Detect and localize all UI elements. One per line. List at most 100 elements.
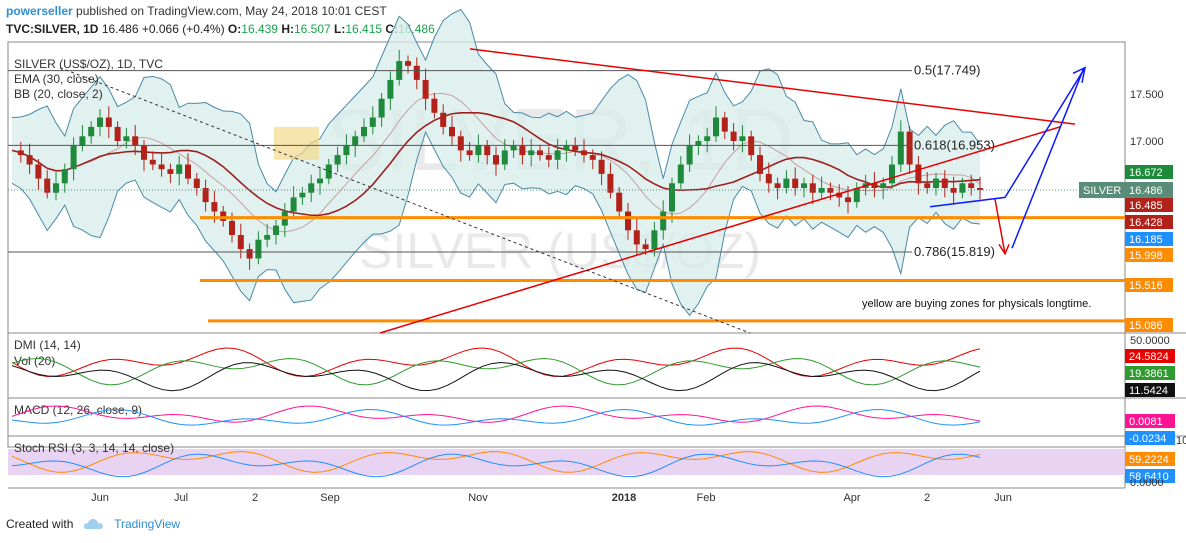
bollinger-upper — [11, 8, 981, 193]
candle-body — [317, 178, 323, 184]
blue-arrow-head — [1072, 66, 1087, 83]
price-axis-label: 15.998 — [1129, 250, 1163, 262]
time-tick: Apr — [843, 492, 860, 504]
candle-body — [519, 145, 526, 156]
price-axis-label: 16.672 — [1129, 167, 1163, 179]
bollinger-basis — [11, 92, 981, 233]
candle-body — [334, 155, 341, 165]
candle-body — [413, 65, 420, 80]
candle-body — [510, 145, 517, 151]
candle-body — [273, 225, 279, 235]
candle-body — [26, 155, 33, 165]
candle-body — [704, 136, 711, 141]
indicator-value-tag — [1125, 469, 1175, 483]
candle-body — [774, 183, 781, 188]
candle-body — [246, 249, 253, 259]
candle-body — [61, 169, 68, 184]
candle-body — [889, 164, 895, 184]
time-tick: 2 — [252, 492, 258, 504]
time-tick: 2018 — [612, 492, 636, 504]
stoch-band — [8, 449, 1125, 475]
candle-body — [598, 159, 605, 174]
candle-body — [880, 183, 887, 188]
price-axis-tag — [1125, 232, 1173, 246]
price-axis-tag — [1125, 198, 1173, 212]
candle-body — [202, 188, 209, 203]
time-tick: Jun — [91, 492, 109, 504]
time-tick: Jul — [174, 492, 188, 504]
candle-body — [44, 178, 51, 193]
price-axis-tag — [1125, 215, 1173, 229]
candle-body — [616, 192, 623, 212]
time-tick: Sep — [320, 492, 340, 504]
indicator-value-tag — [1125, 414, 1175, 428]
candle-body — [792, 178, 799, 188]
indicator-value-tag — [1125, 366, 1175, 380]
candle-body — [308, 183, 315, 193]
ema-line — [11, 112, 981, 217]
indicator-value-tag — [1125, 452, 1175, 466]
low-value: 16.415 — [345, 22, 383, 36]
candle-body — [625, 211, 631, 231]
bollinger-lower — [11, 130, 981, 317]
candle-body — [255, 239, 262, 259]
candle-body — [528, 150, 535, 156]
candle-body — [906, 131, 913, 165]
candle-body — [229, 220, 235, 235]
candle-body — [977, 188, 983, 190]
candle-body — [449, 126, 455, 137]
panel-tick: 0.0000 — [1130, 477, 1164, 489]
candle-body — [70, 145, 77, 170]
price-axis-tag — [1125, 165, 1173, 179]
last-price-tag — [1079, 182, 1173, 198]
candle-body — [783, 178, 790, 188]
candle-body — [836, 192, 843, 198]
publish-info: powerseller published on TradingView.com… — [6, 4, 387, 18]
created-with-text: Created with — [6, 517, 74, 531]
candle-body — [739, 136, 746, 141]
indicator-label: DMI (14, 14) — [14, 338, 81, 352]
candle-body — [352, 136, 359, 146]
candle-body — [871, 183, 878, 188]
indicator-value-tag — [1125, 431, 1175, 445]
candle-body — [853, 188, 860, 203]
candle-body — [176, 164, 183, 174]
candle-body — [897, 131, 904, 165]
price-axis-label: 15.516 — [1129, 280, 1163, 292]
price-axis-tag — [1125, 318, 1173, 332]
annotation-text: yellow are buying zones for physicals lo… — [862, 298, 1091, 310]
bb-legend: BB (20, close, 2) — [14, 87, 103, 101]
candle-body — [167, 169, 174, 174]
indicator-value: 19.3861 — [1129, 368, 1169, 380]
high-value: 16.507 — [293, 22, 331, 36]
candle-body — [290, 197, 297, 212]
candle-body — [493, 155, 499, 165]
candle-body — [730, 131, 737, 141]
tradingview-link[interactable]: TradingView — [114, 517, 181, 531]
candle-body — [79, 136, 86, 146]
price-axis-tag — [1125, 278, 1173, 292]
candle-body — [660, 211, 667, 231]
panel-tick: 50.0000 — [1130, 335, 1170, 347]
time-tick: 2 — [924, 492, 930, 504]
candle-body — [105, 117, 112, 127]
price-axis-label: 15.086 — [1129, 320, 1163, 332]
candle-body — [572, 145, 579, 151]
indicator-line — [11, 453, 981, 478]
candle-body — [185, 164, 191, 179]
author-link[interactable]: powerseller — [6, 4, 73, 18]
candle-body — [343, 145, 350, 156]
footer: Created with TradingView — [6, 517, 180, 531]
candle-body — [845, 197, 851, 203]
candle-body — [35, 164, 42, 179]
indicator-line — [11, 362, 981, 392]
candle-body — [677, 164, 684, 184]
high-label: H: — [281, 22, 294, 36]
candle-body — [132, 136, 139, 146]
candle-body — [422, 79, 429, 99]
candle-body — [915, 164, 922, 184]
candle-body — [475, 145, 482, 156]
time-tick: Feb — [697, 492, 716, 504]
candle-body — [589, 155, 596, 160]
